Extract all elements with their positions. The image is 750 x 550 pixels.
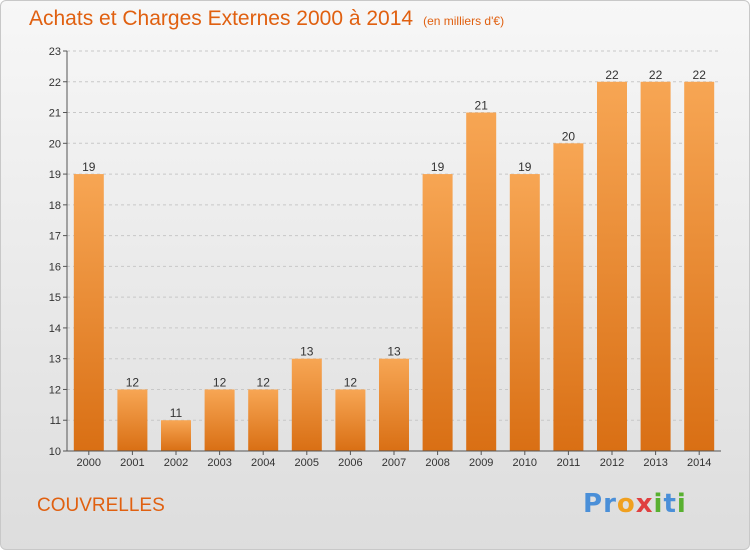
y-tick-label: 14	[49, 323, 61, 335]
bar	[73, 174, 104, 452]
x-tick-label: 2004	[251, 457, 275, 469]
bar-value-label: 12	[126, 375, 140, 389]
x-tick-label: 2003	[207, 457, 231, 469]
y-tick-label: 19	[49, 169, 61, 181]
x-axis-ticks: 2000 2001 2002 2003 2004 2005 2006 2007 2008 2009…	[77, 451, 711, 469]
x-tick-label: 2012	[600, 457, 624, 469]
y-tick-label: 10	[49, 446, 61, 458]
y-tick-label: 22	[49, 77, 61, 89]
x-tick-label: 2000	[77, 457, 101, 469]
bar	[466, 112, 497, 452]
bar-value-label: 12	[213, 375, 227, 389]
bar	[248, 389, 279, 451]
proxiti-logo: Proxiti	[583, 489, 687, 519]
bar-value-label: 12	[257, 375, 271, 389]
title-unit: (en milliers d'€)	[423, 14, 505, 28]
chart-title: Achats et Charges Externes 2000 à 2014 (e…	[29, 7, 504, 31]
title-text: Achats et Charges Externes 2000 à 2014	[29, 7, 414, 30]
y-axis-ticks: 10 11 12 13 14 15 16 17 18 19 20 21 22 23	[49, 46, 67, 458]
bar-value-label: 20	[562, 129, 576, 143]
bar	[640, 81, 671, 452]
y-tick-label: 13	[49, 354, 61, 366]
y-tick-label: 23	[49, 46, 61, 58]
y-tick-label: 15	[49, 292, 61, 304]
x-tick-label: 2001	[120, 457, 144, 469]
bar	[204, 389, 235, 451]
bar-value-label: 19	[518, 160, 532, 174]
y-tick-label: 21	[49, 108, 61, 120]
logo-letter: r	[603, 489, 617, 519]
x-tick-label: 2002	[164, 457, 188, 469]
y-tick-label: 11	[50, 415, 61, 427]
bar	[335, 389, 366, 451]
bars	[73, 81, 715, 452]
bar	[684, 81, 715, 452]
bar	[553, 143, 584, 452]
y-tick-label: 17	[49, 231, 61, 243]
bar-value-label: 13	[387, 345, 401, 359]
x-tick-label: 2008	[425, 457, 449, 469]
place-name: COUVRELLES	[37, 495, 165, 516]
x-tick-label: 2010	[513, 457, 537, 469]
bar	[509, 174, 540, 452]
x-tick-label: 2006	[338, 457, 362, 469]
logo-letter: i	[653, 489, 664, 519]
bar	[379, 358, 409, 451]
bar	[291, 358, 322, 451]
x-tick-label: 2005	[295, 457, 319, 469]
logo-letter: t	[663, 489, 677, 519]
logo-letter: o	[616, 489, 636, 519]
bar-value-label: 22	[605, 68, 619, 82]
bar-value-label: 19	[431, 160, 445, 174]
bar	[597, 81, 627, 452]
y-tick-label: 16	[49, 261, 61, 273]
bar-value-label: 22	[649, 68, 663, 82]
logo-letter: x	[635, 489, 654, 519]
x-tick-label: 2011	[557, 457, 581, 469]
logo-letter: P	[583, 489, 604, 519]
bar	[117, 389, 148, 451]
x-tick-label: 2014	[687, 457, 711, 469]
axes	[66, 51, 721, 452]
bar-value-label: 13	[300, 345, 314, 359]
bar-value-label: 19	[82, 160, 96, 174]
logo-letter: i	[676, 489, 687, 519]
value-labels: 19 12 11 12 12 13 12 13 19 21 19 20 22 22 22	[82, 68, 706, 420]
x-tick-label: 2007	[382, 457, 406, 469]
x-tick-label: 2009	[469, 457, 493, 469]
bar-value-label: 12	[344, 375, 358, 389]
y-tick-label: 20	[49, 138, 61, 150]
x-tick-label: 2013	[643, 457, 667, 469]
bar	[161, 420, 191, 451]
y-tick-label: 18	[49, 200, 61, 212]
bar	[422, 174, 453, 452]
y-tick-label: 12	[49, 384, 61, 396]
bar-value-label: 11	[170, 406, 183, 420]
bar-value-label: 21	[475, 99, 489, 113]
bar-value-label: 22	[693, 68, 707, 82]
